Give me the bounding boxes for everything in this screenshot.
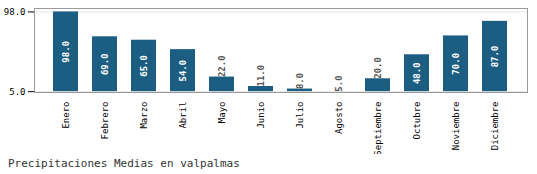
svg-text:70.0: 70.0: [451, 53, 461, 75]
svg-text:Febrero: Febrero: [100, 102, 110, 140]
svg-text:65.0: 65.0: [139, 55, 149, 77]
svg-text:Noviembre: Noviembre: [451, 102, 461, 151]
svg-text:54.0: 54.0: [178, 60, 188, 82]
svg-text:Septiembre: Septiembre: [373, 102, 383, 155]
svg-text:98.0: 98.0: [61, 41, 71, 63]
svg-text:48.0: 48.0: [412, 62, 422, 84]
svg-text:Julio: Julio: [295, 102, 305, 129]
svg-text:11.0: 11.0: [256, 65, 266, 87]
svg-text:Agosto: Agosto: [334, 102, 344, 135]
svg-text:Diciembre: Diciembre: [490, 102, 500, 151]
svg-text:69.0: 69.0: [100, 53, 110, 75]
svg-text:Mayo: Mayo: [217, 102, 227, 124]
svg-text:5.0: 5.0: [9, 87, 25, 97]
svg-text:20.0: 20.0: [373, 57, 383, 79]
svg-text:98.0: 98.0: [4, 7, 26, 17]
svg-text:22.0: 22.0: [217, 55, 227, 77]
svg-text:8.0: 8.0: [295, 73, 305, 89]
html-text:Precipitaciones Medias en valp: Precipitaciones Medias en valpalmas: [8, 157, 240, 170]
svg-text:5.0: 5.0: [334, 75, 344, 91]
svg-text:Junio: Junio: [256, 102, 266, 129]
svg-text:Octubre: Octubre: [412, 102, 422, 140]
svg-text:87.0: 87.0: [490, 46, 500, 68]
svg-text:Enero: Enero: [61, 102, 71, 129]
svg-text:Abril: Abril: [178, 102, 188, 129]
svg-text:Marzo: Marzo: [139, 102, 149, 129]
